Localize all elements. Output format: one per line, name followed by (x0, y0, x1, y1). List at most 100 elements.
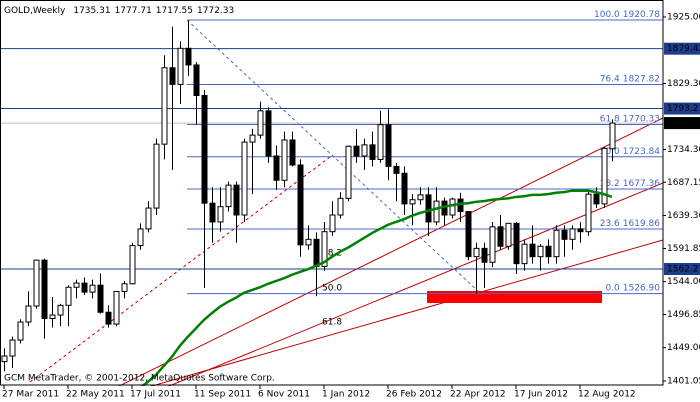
fib-ratio: 76.4 (600, 74, 620, 84)
candle-body (225, 184, 232, 208)
x-tick-label: 17 Jul 2011 (130, 390, 181, 400)
candle-body (33, 259, 40, 307)
fan-label: 61.8 (322, 318, 342, 328)
candle-body (289, 139, 296, 166)
candle-body (369, 144, 376, 160)
candle-body (393, 165, 400, 174)
x-tick-label: 11 Sep 2011 (194, 390, 251, 400)
candle-body (209, 202, 216, 223)
y-tick-label: 1639.30 (667, 211, 700, 221)
fib-price: 1526.90 (623, 283, 660, 293)
x-tick-label: 17 Jun 2012 (514, 390, 568, 400)
candle-body (305, 238, 312, 246)
candle-body (337, 197, 344, 216)
y-tick-label: 1449.00 (667, 343, 700, 353)
candle-body (201, 95, 208, 204)
price-box-label: 1772.33 (667, 119, 700, 129)
candle-body (577, 228, 584, 233)
fib-ratio: 0.0 (605, 283, 620, 293)
candle-body (281, 139, 288, 181)
candle-body (569, 228, 576, 240)
fib-price: 1723.84 (623, 146, 660, 156)
open: 1735.31 (73, 6, 110, 16)
candle-body (49, 314, 56, 320)
y-tick-label: 1687.15 (667, 178, 700, 188)
fib-label: 76.4 1827.82 (600, 74, 660, 84)
candle-body (545, 245, 552, 258)
candle-body (601, 147, 608, 205)
candle-body (57, 304, 64, 316)
price-box-label: 1793.27 (667, 104, 700, 114)
price-box (664, 263, 700, 276)
candle-body (73, 282, 80, 288)
x-tick-label: 26 Feb 2012 (386, 390, 442, 400)
x-tick-label: 6 Nov 2011 (258, 390, 310, 400)
candle-body (241, 141, 248, 216)
x-tick-label: 27 Mar 2011 (2, 390, 59, 400)
candle-body (233, 184, 240, 216)
moving-average (139, 189, 613, 389)
fib-label: 61.8 1770.33 (600, 114, 660, 124)
fib-label: 50.0 1723.84 (600, 146, 661, 156)
fan-label: 38.2 (322, 249, 342, 259)
fib-price: 1677.36 (623, 179, 660, 189)
candle-body (321, 231, 328, 267)
fib-ratio: 100.0 (594, 9, 620, 19)
candle-body (65, 286, 72, 306)
candle-body (585, 193, 592, 233)
candle-body (41, 259, 48, 320)
candle-body (169, 67, 176, 85)
axis-mask (0, 386, 700, 402)
candle-body (489, 226, 496, 263)
x-tick-label: 22 May 2011 (66, 390, 125, 400)
y-tick-label: 1734.30 (667, 145, 700, 155)
candle-body (481, 247, 488, 263)
candle-body (17, 321, 24, 341)
fib-ratio: 61.8 (600, 114, 620, 124)
price-box (664, 117, 700, 130)
candle-body (593, 193, 600, 205)
candle-body (137, 228, 144, 247)
candle-body (529, 243, 536, 258)
candle-body (417, 194, 424, 201)
fib-label: 23.6 1619.86 (600, 218, 661, 228)
candle-body (537, 245, 544, 258)
candle-body (409, 199, 416, 205)
candle-body (345, 145, 352, 199)
y-tick-label: 1496.85 (667, 310, 700, 320)
candle-body (9, 339, 16, 357)
candle-body (273, 155, 280, 181)
candle-body (297, 164, 304, 246)
candle-body (145, 207, 152, 230)
header: GOLD,Weekly 1735.31 1777.71 1717.55 1772.33 (4, 6, 234, 16)
candle-body (129, 245, 136, 285)
candle-body (265, 110, 272, 157)
candle-body (193, 64, 200, 97)
close: 1772.33 (197, 6, 234, 16)
fan-label: 50.0 (322, 284, 342, 294)
fan-line (109, 239, 664, 399)
x-tick-label: 22 Apr 2012 (450, 390, 506, 400)
candle-body (161, 67, 168, 145)
price-box (664, 102, 700, 115)
candle-body (249, 134, 256, 143)
candle-body (329, 214, 336, 233)
x-tick-label: 1 Jan 2012 (322, 390, 370, 400)
candle-body (121, 283, 128, 292)
price-box-label: 1879.42 (667, 44, 700, 54)
fib-label: 0.0 1526.90 (605, 283, 660, 293)
candle-body (25, 305, 32, 323)
candle-body (153, 143, 160, 209)
candle-body (177, 47, 184, 85)
candle-body (609, 122, 616, 150)
fib-price: 1619.86 (623, 218, 660, 228)
candle-body (113, 290, 120, 325)
candle-body (89, 284, 96, 293)
candle-body (521, 243, 528, 265)
candle-body (553, 229, 560, 258)
candle-body (361, 144, 368, 157)
candle-body (505, 222, 512, 247)
price-box (664, 42, 700, 55)
candle-body (1, 355, 8, 363)
